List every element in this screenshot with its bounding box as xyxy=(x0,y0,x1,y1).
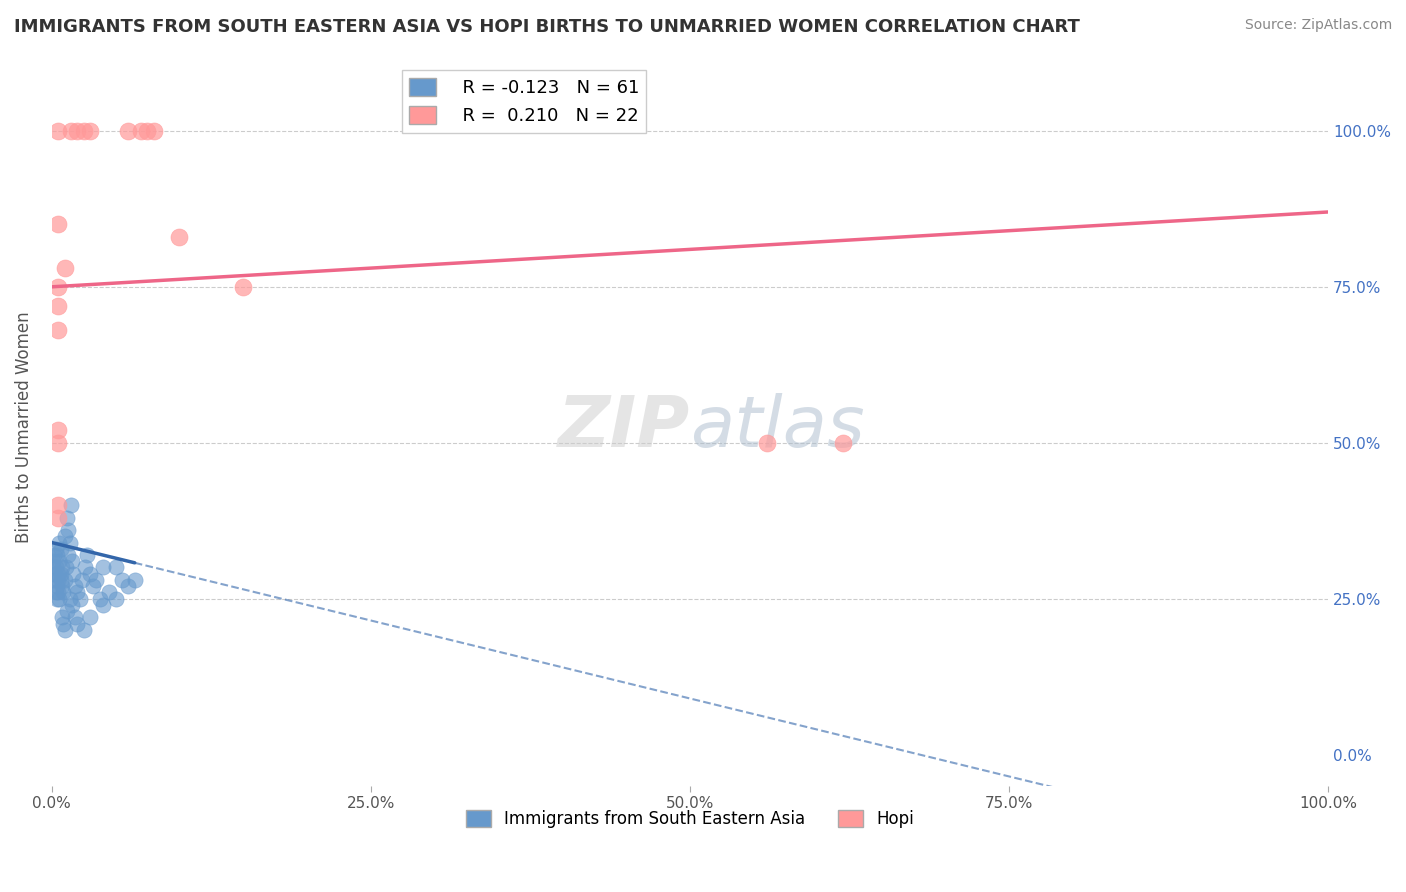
Point xyxy=(79,610,101,624)
Point xyxy=(46,498,69,512)
Point xyxy=(49,573,72,587)
Point xyxy=(42,560,65,574)
Text: ZIP: ZIP xyxy=(558,392,690,462)
Point xyxy=(46,573,69,587)
Point xyxy=(46,566,69,581)
Point xyxy=(56,510,79,524)
Point xyxy=(44,566,66,581)
Point xyxy=(73,124,96,138)
Point xyxy=(66,585,89,599)
Point xyxy=(117,579,139,593)
Point xyxy=(755,435,778,450)
Point xyxy=(44,548,66,562)
Point xyxy=(46,435,69,450)
Point xyxy=(53,623,76,637)
Point xyxy=(69,591,91,606)
Point xyxy=(104,591,127,606)
Point xyxy=(73,560,96,574)
Point xyxy=(62,566,84,581)
Point xyxy=(142,124,165,138)
Point xyxy=(82,579,104,593)
Point xyxy=(48,591,70,606)
Point xyxy=(58,548,80,562)
Point xyxy=(53,573,76,587)
Point xyxy=(52,616,75,631)
Point xyxy=(46,585,69,599)
Point xyxy=(124,573,146,587)
Point xyxy=(91,598,114,612)
Point xyxy=(86,573,108,587)
Point xyxy=(46,218,69,232)
Text: Source: ZipAtlas.com: Source: ZipAtlas.com xyxy=(1244,18,1392,32)
Point xyxy=(58,523,80,537)
Legend: Immigrants from South Eastern Asia, Hopi: Immigrants from South Eastern Asia, Hopi xyxy=(458,804,921,835)
Point xyxy=(59,535,82,549)
Point xyxy=(52,585,75,599)
Point xyxy=(91,560,114,574)
Point xyxy=(51,560,73,574)
Point xyxy=(51,610,73,624)
Point xyxy=(79,124,101,138)
Point xyxy=(49,541,72,556)
Point xyxy=(46,299,69,313)
Point xyxy=(46,510,69,524)
Point xyxy=(72,573,94,587)
Point xyxy=(46,280,69,294)
Point xyxy=(51,579,73,593)
Point xyxy=(63,579,86,593)
Point xyxy=(49,566,72,581)
Point xyxy=(832,435,855,450)
Point xyxy=(136,124,159,138)
Point xyxy=(48,554,70,568)
Point xyxy=(63,610,86,624)
Point xyxy=(45,560,67,574)
Point xyxy=(46,423,69,437)
Point xyxy=(232,280,254,294)
Point xyxy=(45,579,67,593)
Point xyxy=(59,591,82,606)
Point xyxy=(98,585,121,599)
Point xyxy=(45,585,67,599)
Point xyxy=(111,573,134,587)
Point xyxy=(104,560,127,574)
Point xyxy=(44,573,66,587)
Point xyxy=(56,604,79,618)
Point xyxy=(169,230,191,244)
Point xyxy=(45,591,67,606)
Y-axis label: Births to Unmarried Women: Births to Unmarried Women xyxy=(15,311,32,543)
Point xyxy=(48,535,70,549)
Text: IMMIGRANTS FROM SOUTH EASTERN ASIA VS HOPI BIRTHS TO UNMARRIED WOMEN CORRELATION: IMMIGRANTS FROM SOUTH EASTERN ASIA VS HO… xyxy=(14,18,1080,36)
Point xyxy=(66,124,89,138)
Point xyxy=(79,566,101,581)
Point xyxy=(53,529,76,543)
Point xyxy=(46,323,69,337)
Point xyxy=(59,498,82,512)
Point xyxy=(60,554,83,568)
Point xyxy=(129,124,152,138)
Point xyxy=(66,616,89,631)
Point xyxy=(45,541,67,556)
Point xyxy=(76,548,98,562)
Point xyxy=(55,560,77,574)
Point xyxy=(46,124,69,138)
Point xyxy=(59,124,82,138)
Point xyxy=(42,554,65,568)
Text: atlas: atlas xyxy=(690,392,865,462)
Point xyxy=(53,261,76,276)
Point xyxy=(117,124,139,138)
Point xyxy=(73,623,96,637)
Point xyxy=(60,598,83,612)
Point xyxy=(89,591,111,606)
Point xyxy=(45,548,67,562)
